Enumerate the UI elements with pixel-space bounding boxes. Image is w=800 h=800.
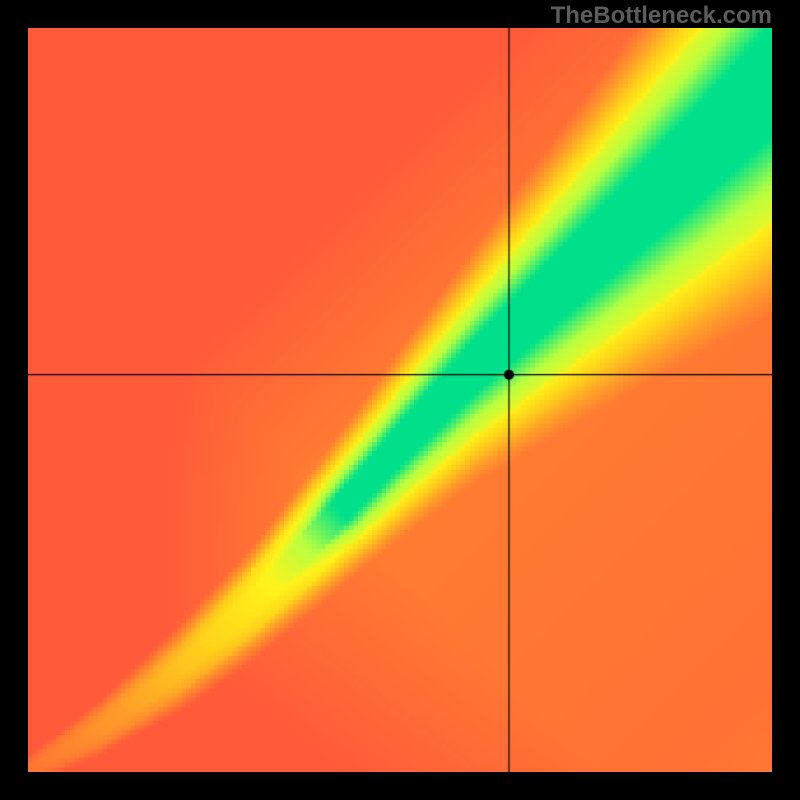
watermark-label: TheBottleneck.com [551, 2, 772, 30]
bottleneck-heatmap [28, 28, 772, 772]
chart-container: TheBottleneck.com [0, 0, 800, 800]
